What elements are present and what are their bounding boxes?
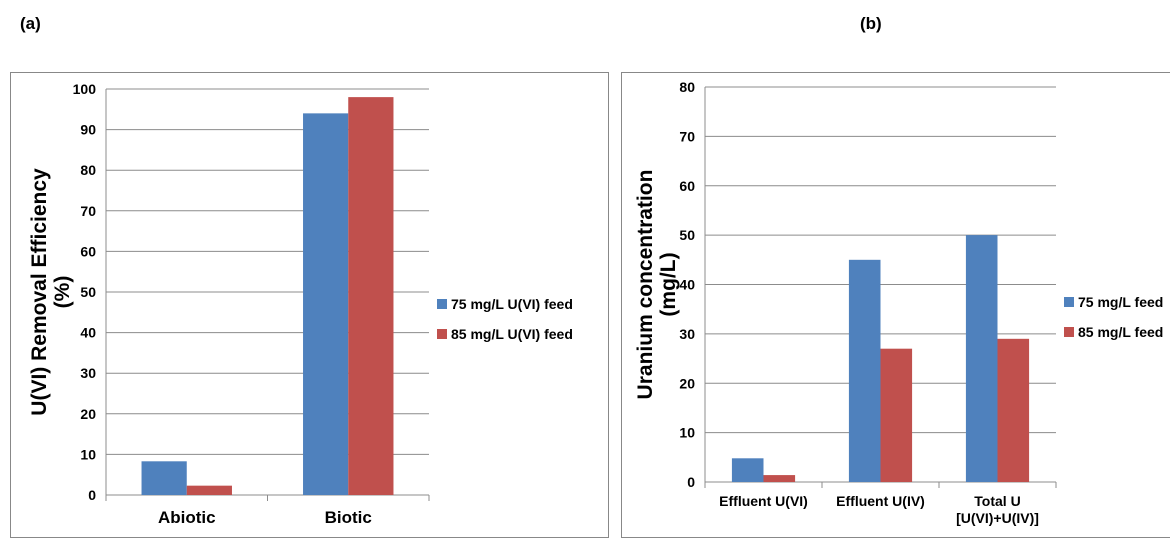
y-tick-label: 60 bbox=[80, 243, 96, 259]
legend-label: 75 mg/L U(VI) feed bbox=[451, 296, 573, 312]
y-tick-label: 10 bbox=[679, 425, 695, 441]
y-tick-label: 70 bbox=[80, 203, 96, 219]
x-category-label: Total U [U(VI)+U(IV)] bbox=[956, 493, 1039, 526]
bar bbox=[731, 458, 764, 482]
y-tick-label: 0 bbox=[687, 474, 695, 490]
y-axis-label: U(VI) Removal Efficiency(%) bbox=[28, 168, 74, 416]
bar bbox=[880, 348, 913, 482]
y-tick-label: 80 bbox=[679, 79, 695, 95]
bar bbox=[303, 113, 349, 496]
y-tick-label: 90 bbox=[80, 122, 96, 138]
legend-swatch bbox=[437, 299, 447, 309]
chart-a-area: 0 10 20 30 40 50 60 70 80 90 100 Abiotic Biotic U(VI)… bbox=[10, 72, 609, 538]
chart-b-svg: 0 10 20 30 40 50 60 70 80 Effluent U(VI) Effluent … bbox=[634, 79, 1163, 526]
y-tick-label: 40 bbox=[80, 325, 96, 341]
y-tick-label: 0 bbox=[88, 487, 96, 503]
x-category-label: Abiotic bbox=[158, 508, 216, 527]
legend-label: 75 mg/L feed bbox=[1078, 294, 1163, 310]
bar bbox=[348, 97, 394, 496]
y-tick-label: 30 bbox=[80, 365, 96, 381]
y-tick-label: 70 bbox=[679, 128, 695, 144]
legend-swatch bbox=[1064, 297, 1074, 307]
panel-label-a: (a) bbox=[20, 14, 41, 33]
legend-swatch bbox=[1064, 327, 1074, 337]
y-tick-label: 10 bbox=[80, 446, 96, 462]
bar bbox=[848, 259, 881, 482]
y-tick-label: 30 bbox=[679, 326, 695, 342]
legend-label: 85 mg/L U(VI) feed bbox=[451, 326, 573, 342]
bar bbox=[141, 461, 187, 495]
y-tick-label: 50 bbox=[679, 227, 695, 243]
y-tick-label: 80 bbox=[80, 162, 96, 178]
bar bbox=[186, 485, 232, 495]
x-category-label: Biotic bbox=[325, 508, 372, 527]
legend-swatch bbox=[437, 329, 447, 339]
y-tick-label: 20 bbox=[679, 375, 695, 391]
bar bbox=[763, 475, 796, 482]
y-tick-label: 50 bbox=[80, 284, 96, 300]
bar bbox=[965, 235, 998, 482]
y-tick-label: 20 bbox=[80, 406, 96, 422]
x-category-label: Effluent U(VI) bbox=[719, 493, 808, 509]
y-tick-label: 40 bbox=[679, 277, 695, 293]
panel-label-b: (b) bbox=[860, 14, 882, 33]
x-category-label: Effluent U(IV) bbox=[836, 493, 925, 509]
bar bbox=[997, 338, 1030, 482]
chart-b-area: 0 10 20 30 40 50 60 70 80 Effluent U(VI) Effluent … bbox=[621, 72, 1170, 538]
y-axis-label: Uranium concentration(mg/L) bbox=[634, 170, 680, 400]
y-tick-label: 100 bbox=[73, 81, 97, 97]
chart-a-svg: 0 10 20 30 40 50 60 70 80 90 100 Abiotic Biotic U(VI)… bbox=[28, 81, 573, 527]
legend-label: 85 mg/L feed bbox=[1078, 324, 1163, 340]
y-tick-label: 60 bbox=[679, 178, 695, 194]
